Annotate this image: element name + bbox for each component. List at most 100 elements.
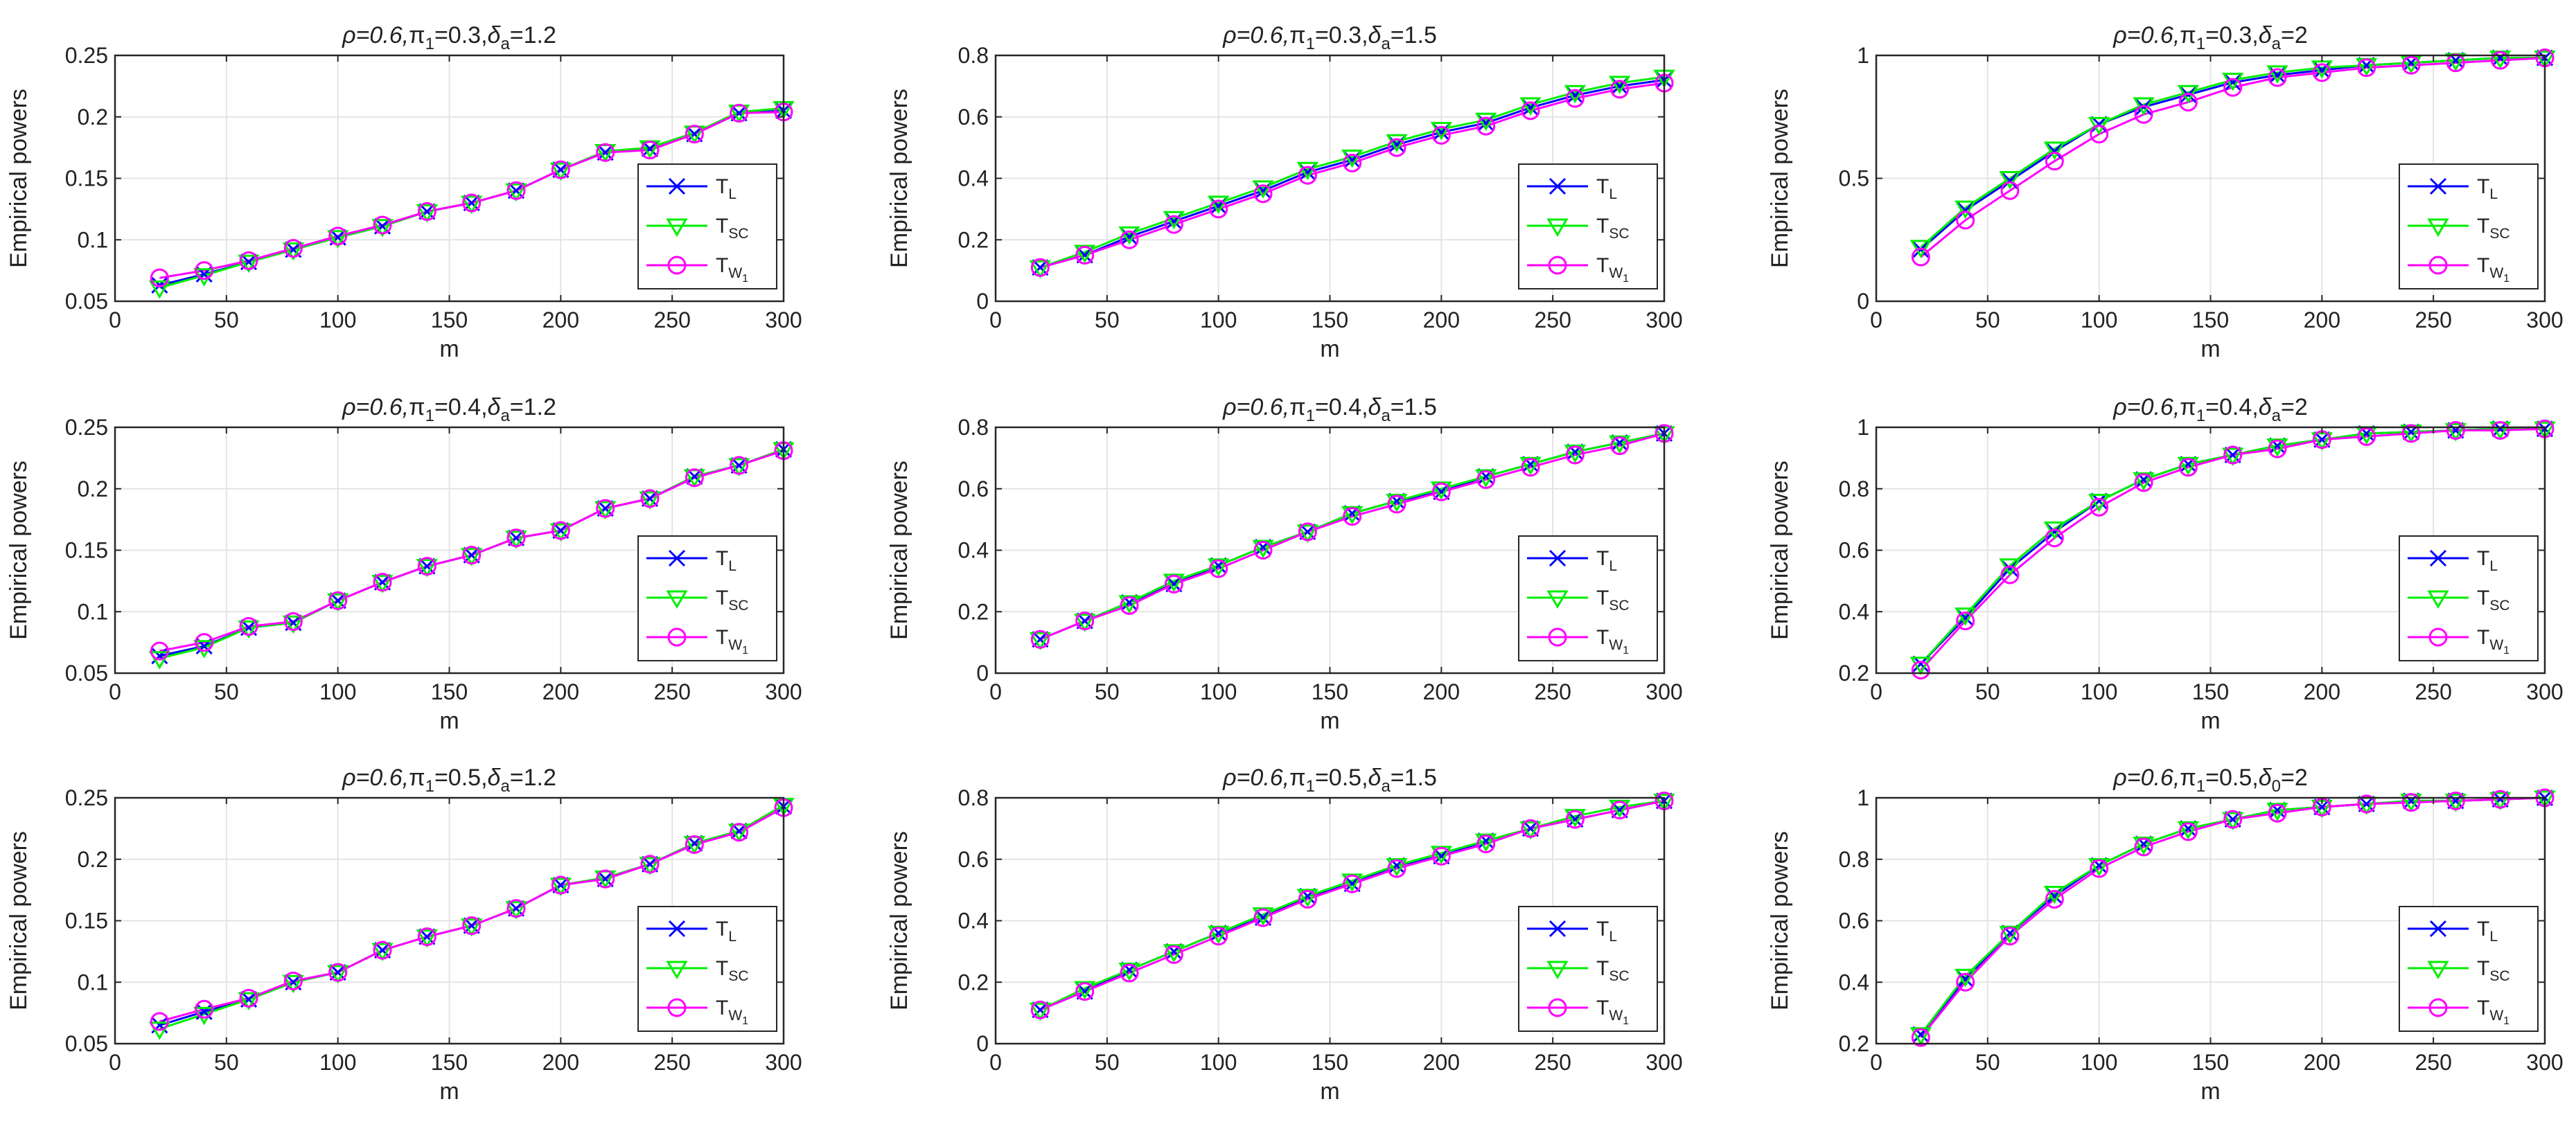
- data-point-T_SC: [2222, 812, 2244, 831]
- x-tick-label: 0: [989, 1050, 1002, 1075]
- y-tick-label: 0.05: [65, 1031, 108, 1056]
- data-point-T_W1: [328, 963, 348, 982]
- data-point-T_SC: [1955, 968, 1977, 988]
- data-point-T_W1: [1209, 199, 1228, 219]
- data-point-T_W1: [506, 181, 526, 200]
- legend: TL TSC TW1: [2399, 163, 2539, 289]
- y-tick-label: 0.4: [1839, 970, 1869, 994]
- y-tick-label: 0.15: [65, 166, 108, 191]
- x-tick-label: 300: [2526, 679, 2563, 704]
- data-point-T_W1: [1120, 596, 1139, 615]
- data-point-T_W1: [150, 1012, 169, 1031]
- data-point-T_L: [2135, 835, 2153, 853]
- data-point-T_L: [1477, 832, 1494, 850]
- x-tick-label: 50: [1975, 307, 2000, 332]
- y-tick-label: 1: [1857, 43, 1869, 68]
- x-tick-label: 50: [214, 1050, 239, 1075]
- data-point-T_L: [1254, 539, 1272, 556]
- data-point-T_W1: [1476, 835, 1496, 854]
- legend-marker-T_W1: [1548, 998, 1567, 1017]
- x-tick-label: 0: [1870, 679, 1882, 704]
- subplot-title: ρ=0.6,π1=0.5,δ0=2: [2112, 765, 2307, 796]
- data-point-T_L: [1254, 182, 1272, 199]
- x-tick-label: 200: [1423, 679, 1460, 704]
- data-point-T_W1: [1521, 101, 1540, 121]
- data-point-T_W1: [1075, 982, 1095, 1001]
- data-point-T_L: [597, 871, 614, 888]
- data-point-T_L: [1299, 887, 1316, 905]
- y-tick-label: 0.15: [65, 538, 108, 563]
- data-point-T_SC: [371, 943, 394, 962]
- y-axis-label: Empirical powers: [886, 89, 912, 268]
- y-axis-label: Empirical powers: [1767, 461, 1793, 640]
- x-tick-label: 0: [1870, 307, 1882, 332]
- data-point-T_L: [1210, 925, 1227, 942]
- data-point-T_SC: [1519, 821, 1542, 840]
- legend-marker-T_L: [668, 177, 686, 195]
- legend-label-T_L: TL: [2477, 175, 2498, 202]
- data-point-T_L: [507, 529, 525, 546]
- subplot-2-2: 0 50 100 150 200 250 300 0 0.2 0.4 0.6 0.8 m Empirica…: [886, 394, 1683, 734]
- subplot-2-1: 0 50 100 150 200 250 300 0.05 0.1 0.15 0.2 0.25 m Emp…: [6, 394, 802, 734]
- data-point-T_W1: [2090, 497, 2109, 517]
- x-tick-label: 0: [109, 679, 121, 704]
- legend: TL TSC TW1: [1518, 535, 1658, 661]
- data-point-T_W1: [462, 916, 482, 936]
- x-tick-label: 100: [319, 1050, 356, 1075]
- data-point-T_W1: [1343, 507, 1362, 526]
- data-point-T_W1: [2090, 859, 2109, 878]
- data-point-T_L: [1388, 857, 1406, 874]
- y-tick-label: 0.6: [1839, 538, 1869, 563]
- x-tick-label: 0: [989, 307, 1002, 332]
- legend-marker-T_L: [668, 920, 686, 938]
- legend-marker-T_L: [2429, 177, 2447, 195]
- legend-label-T_W1: TW1: [2477, 997, 2509, 1027]
- legend-label-T_L: TL: [1596, 547, 1617, 574]
- legend-label-T_W1: TW1: [716, 254, 748, 285]
- x-tick-label: 200: [2304, 1050, 2340, 1075]
- data-point-T_L: [1567, 443, 1584, 461]
- data-point-T_W1: [2491, 420, 2510, 440]
- data-point-T_SC: [1430, 122, 1452, 141]
- data-point-T_W1: [1120, 963, 1139, 983]
- data-point-T_SC: [639, 491, 661, 510]
- legend-label-T_SC: TSC: [2477, 957, 2510, 984]
- y-tick-label: 0.6: [958, 476, 989, 501]
- data-point-T_W1: [328, 226, 348, 246]
- data-point-T_W1: [462, 546, 482, 565]
- data-point-T_W1: [150, 268, 169, 287]
- data-point-T_SC: [2534, 51, 2556, 69]
- data-point-T_L: [1120, 594, 1138, 611]
- data-point-T_L: [2224, 810, 2241, 828]
- data-point-T_L: [2046, 887, 2063, 905]
- data-point-T_SC: [416, 559, 438, 578]
- data-point-T_L: [1957, 970, 1974, 988]
- data-point-T_W1: [2401, 55, 2421, 75]
- data-point-T_W1: [2268, 803, 2287, 823]
- data-point-T_SC: [728, 458, 750, 476]
- legend-label-T_W1: TW1: [1596, 997, 1629, 1027]
- data-point-T_W1: [195, 633, 214, 652]
- data-point-T_SC: [2088, 494, 2110, 512]
- legend: TL TSC TW1: [637, 163, 777, 289]
- data-point-T_W1: [2223, 810, 2243, 829]
- subplot-title: ρ=0.6,π1=0.3,δa=1.5: [1222, 22, 1437, 53]
- data-point-T_SC: [461, 548, 483, 567]
- data-point-T_W1: [1911, 1028, 1930, 1047]
- data-point-T_SC: [148, 651, 170, 670]
- data-point-T_W1: [1610, 801, 1630, 820]
- x-tick-label: 100: [319, 307, 356, 332]
- data-point-T_W1: [2090, 125, 2109, 144]
- x-tick-label: 100: [1200, 307, 1237, 332]
- x-tick-label: 250: [2415, 679, 2451, 704]
- data-point-T_L: [2090, 857, 2108, 874]
- y-tick-label: 0.4: [958, 166, 989, 191]
- x-axis-label: m: [2200, 1078, 2220, 1105]
- data-point-T_SC: [148, 1022, 170, 1040]
- data-point-T_L: [1210, 557, 1227, 574]
- x-tick-label: 150: [1312, 1050, 1348, 1075]
- data-point-T_W1: [2178, 822, 2198, 841]
- data-point-T_W1: [2357, 58, 2376, 78]
- legend-label-T_W1: TW1: [716, 626, 748, 657]
- x-axis-label: m: [1320, 336, 1339, 362]
